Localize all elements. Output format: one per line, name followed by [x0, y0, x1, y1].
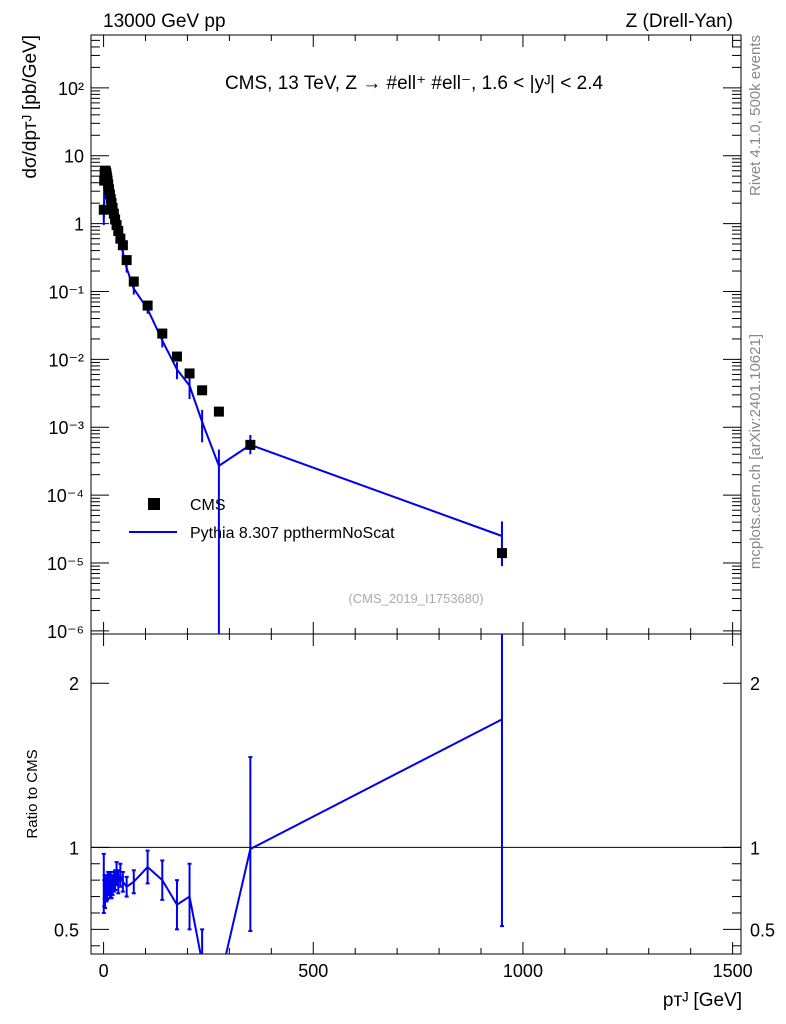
cms-data-point [113, 225, 124, 236]
mc-line [102, 177, 503, 537]
cms-data-point [157, 328, 168, 339]
cms-data-point [108, 208, 119, 219]
main-plot-data [98, 165, 507, 634]
cms-data-point [103, 179, 114, 190]
cms-data-point [197, 385, 208, 396]
main-ytick-labels: 10⁻⁶ 10⁻⁵ 10⁻⁴ 10⁻³ 10⁻² 10⁻¹ 1 10 10² [47, 79, 84, 642]
ratio-ytick-label: 1 [69, 838, 79, 858]
rivet-version-label: Rivet 4.1.0, 500k events [747, 35, 764, 196]
main-ytick-label: 10⁻⁵ [47, 554, 84, 574]
ratio-line [102, 718, 503, 954]
main-ytick-label: 1 [74, 215, 84, 235]
legend-cms-label: CMS [190, 497, 226, 514]
cms-data-point [496, 548, 507, 559]
cms-data-point [142, 300, 153, 311]
main-plot-frame [90, 34, 742, 635]
xlabel: pᴛᴶ [GeV] [663, 990, 742, 1011]
main-ytick-label: 10⁻⁶ [47, 622, 84, 642]
cms-data-point [98, 204, 109, 215]
ratio-plot-frame [90, 633, 742, 955]
ratio-ytick-label: 2 [69, 674, 79, 694]
cms-data-point [245, 439, 256, 450]
ratio-ytick-label-right: 2 [750, 674, 760, 694]
ratio-ylabel: Ratio to CMS [24, 749, 41, 838]
cms-data-point [128, 276, 139, 287]
main-ylabel: dσ/dpᴛᴶ [pb/GeV] [20, 35, 41, 179]
xtick-label: 1500 [713, 961, 753, 981]
legend-cms-marker [148, 498, 160, 510]
main-ytick-label: 10⁻¹ [48, 282, 84, 302]
main-ytick-label: 10² [58, 79, 84, 99]
main-axis-ticks [91, 34, 741, 634]
cms-data-point [184, 368, 195, 379]
cms-data-point [110, 214, 121, 225]
main-ytick-label: 10⁻² [48, 350, 84, 370]
ratio-axis-ticks [91, 634, 741, 954]
xtick-labels: 0 500 1000 1500 [99, 961, 753, 981]
main-ytick-label: 10⁻⁴ [47, 486, 84, 506]
main-plot-title: CMS, 13 TeV, Z → #ell⁺ #ell⁻, 1.6 < |yᴶ|… [225, 73, 604, 94]
cms-data-point [117, 240, 128, 251]
header-left: 13000 GeV pp [103, 11, 226, 32]
ratio-ytick-label: 0.5 [54, 920, 79, 940]
main-ytick-label: 10⁻³ [48, 418, 84, 438]
ratio-ytick-label-right: 0.5 [750, 920, 775, 940]
xtick-label: 0 [99, 961, 109, 981]
ratio-plot-data [91, 634, 741, 954]
cms-data-point [171, 351, 182, 362]
cms-data-point [115, 233, 126, 244]
main-ytick-label: 10 [64, 147, 84, 167]
ratio-ytick-label-right: 1 [750, 838, 760, 858]
legend: CMS Pythia 8.307 ppthermNoScat [129, 497, 395, 542]
mcplots-label: mcplots.cern.ch [arXiv:2401.10621] [747, 334, 764, 569]
header-right: Z (Drell-Yan) [626, 11, 733, 32]
cms-data-point [121, 255, 132, 266]
cms-data-point [107, 202, 118, 213]
cms-data-point [111, 220, 122, 231]
cms-data-point [104, 184, 115, 195]
ratio-ytick-labels: 0.5 0.5 1 1 2 2 [54, 674, 775, 940]
cms-data-point [213, 406, 224, 417]
analysis-tag: (CMS_2019_I1753680) [348, 591, 483, 606]
legend-pythia-label: Pythia 8.307 ppthermNoScat [190, 525, 395, 542]
xtick-label: 1000 [503, 961, 543, 981]
xtick-label: 500 [298, 961, 328, 981]
